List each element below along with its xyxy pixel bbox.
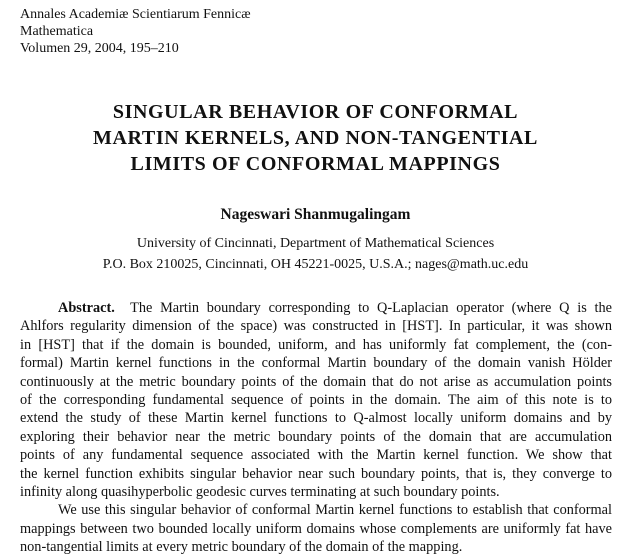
paper-title: SINGULAR BEHAVIOR OF CONFORMAL MARTIN KE…: [0, 99, 631, 177]
affiliation-line: University of Cincinnati, Department of …: [136, 236, 495, 251]
abstract-line: infinity along quasihyperbolic geodesic …: [20, 484, 500, 501]
affiliation-line: P.O. Box 210025, Cincinnati, OH 45221-00…: [102, 257, 529, 272]
abstract: Abstract. The Martin boundary correspond…: [20, 299, 612, 557]
journal-series: Mathematica: [20, 24, 94, 39]
abstract-line: in [HST] that if the domain is bounded, …: [20, 336, 612, 353]
abstract-line: continuously at the metric boundary poin…: [20, 373, 612, 390]
abstract-line: non-tangential limits at every metric bo…: [20, 539, 463, 556]
journal-name: Annales Academiæ Scientiarum Fennicæ: [20, 7, 251, 22]
title-line: LIMITS OF CONFORMAL MAPPINGS: [130, 153, 501, 175]
affiliation: University of Cincinnati, Department of …: [0, 233, 631, 275]
author-name: Nageswari Shanmugalingam: [220, 206, 411, 223]
abstract-label: Abstract.: [58, 300, 115, 316]
title-line: SINGULAR BEHAVIOR OF CONFORMAL: [112, 101, 519, 123]
abstract-line: mappings between two bounded locally uni…: [20, 520, 612, 537]
abstract-line: formal) Martin kernel functions in the c…: [20, 355, 612, 372]
abstract-line: points of any fundamental sequence assoc…: [20, 447, 612, 464]
abstract-line: extend the study of these Martin kernel …: [20, 410, 612, 427]
abstract-line: Abstract. The Martin boundary correspond…: [58, 300, 613, 316]
journal-volume: Volumen 29, 2004, 195–210: [20, 41, 179, 56]
title-line: MARTIN KERNELS, AND NON-TANGENTIAL: [93, 127, 538, 149]
abstract-line: of the corresponding fundamental sequenc…: [20, 392, 612, 409]
journal-header: Annales Academiæ Scientiarum Fennicæ Mat…: [20, 6, 251, 57]
abstract-line: the kernel function exhibits singular be…: [20, 465, 612, 482]
abstract-line: We use this singular behavior of conform…: [58, 502, 612, 519]
abstract-line: exploring their behavior near the metric…: [20, 428, 612, 445]
abstract-line: Ahlfors regularity dimension of the spac…: [20, 318, 612, 335]
